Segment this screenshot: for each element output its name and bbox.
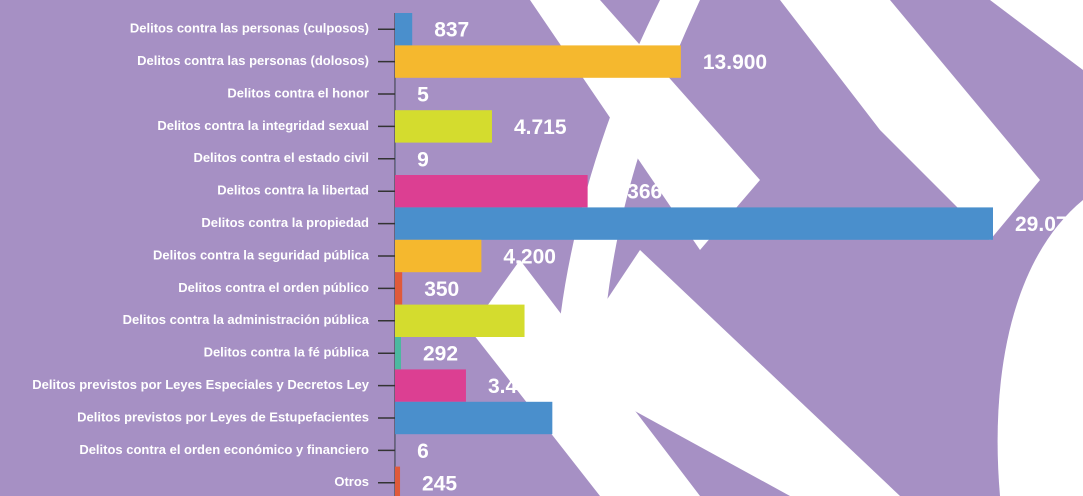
bar — [395, 207, 993, 240]
stripe — [560, 250, 900, 496]
y-tick-label: Delitos previstos por Leyes Especiales y… — [32, 377, 369, 392]
bar — [395, 239, 482, 273]
value-label: 3.450 — [488, 375, 541, 398]
value-label: 6.298 — [547, 310, 600, 333]
y-tick-label: Delitos contra el orden económico y fina… — [79, 442, 369, 457]
value-label: 4.715 — [514, 116, 567, 139]
arc — [556, 0, 700, 420]
value-label: 9.366 — [610, 181, 663, 204]
stripe — [990, 0, 1083, 70]
decoration — [470, 0, 1083, 496]
bar — [395, 13, 413, 46]
value-label: 350 — [424, 278, 459, 301]
y-tick-label: Delitos contra el estado civil — [193, 150, 369, 165]
value-label: 7.650 — [574, 408, 627, 431]
y-tick-label: Delitos contra la administración pública — [123, 312, 370, 327]
y-tick-label: Delitos contra la seguridad pública — [153, 247, 370, 262]
value-label: 9 — [417, 148, 429, 171]
bar — [395, 304, 525, 337]
bar — [395, 337, 402, 370]
value-label: 29.076 — [1015, 213, 1079, 236]
value-label: 4.200 — [503, 246, 556, 269]
bar — [395, 369, 466, 402]
bar — [395, 401, 553, 435]
y-tick-label: Delitos contra el honor — [227, 85, 369, 100]
y-tick-label: Delitos contra la propiedad — [201, 215, 369, 230]
y-tick-label: Delitos contra el orden público — [178, 280, 369, 295]
value-label: 245 — [422, 472, 457, 495]
bar — [395, 272, 403, 305]
value-label: 5 — [417, 84, 429, 107]
y-tick-label: Delitos contra la fé pública — [204, 345, 370, 360]
y-tick-label: Delitos previstos por Leyes de Estupefac… — [77, 409, 369, 424]
stripe — [780, 0, 1040, 240]
y-tick-label: Otros — [334, 474, 369, 489]
value-label: 837 — [434, 19, 469, 42]
bar — [395, 466, 401, 496]
bar — [395, 175, 588, 208]
value-label: 13.900 — [703, 51, 767, 74]
y-tick-label: Delitos contra la libertad — [217, 183, 369, 198]
arc — [997, 200, 1083, 496]
bar — [395, 110, 492, 143]
y-tick-label: Delitos contra la integridad sexual — [157, 118, 369, 133]
y-tick-label: Delitos contra las personas (dolosos) — [137, 53, 369, 68]
value-label: 6 — [417, 440, 429, 463]
y-tick-label: Delitos contra las personas (culposos) — [130, 21, 369, 36]
value-label: 292 — [423, 343, 458, 366]
bar — [395, 45, 681, 78]
